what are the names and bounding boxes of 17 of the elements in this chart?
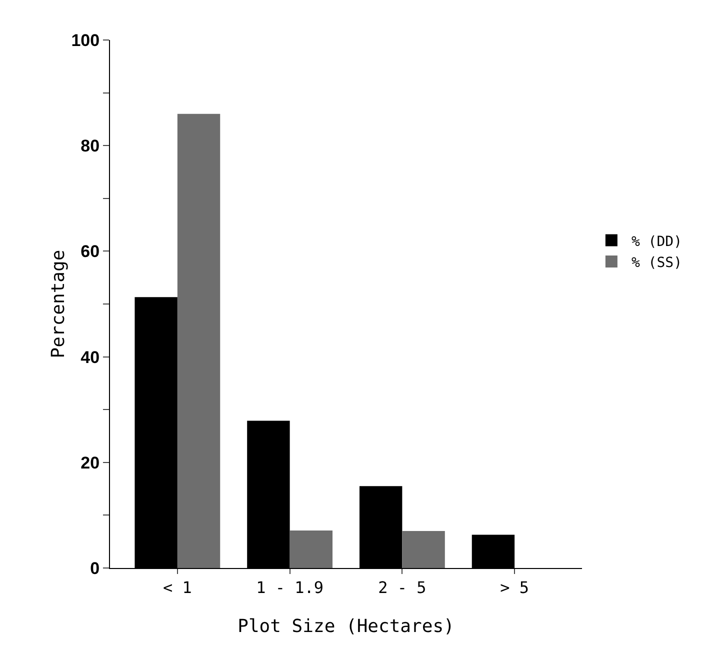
- y-tick-label: 0: [90, 558, 100, 578]
- y-axis-title: Percentage: [48, 250, 69, 358]
- x-tick-label: 2 - 5: [378, 578, 426, 598]
- y-tick-label: 80: [80, 136, 100, 156]
- y-tick-label: 60: [80, 242, 100, 262]
- bar: [402, 531, 445, 568]
- legend-label: % (DD): [631, 234, 682, 250]
- x-axis-title: Plot Size (Hectares): [238, 616, 454, 637]
- y-tick-label: 20: [80, 453, 100, 472]
- x-tick-label: > 5: [500, 578, 530, 598]
- y-tick-label: 40: [80, 348, 100, 367]
- y-tick-label: 100: [71, 30, 100, 50]
- legend-label: % (SS): [631, 254, 682, 271]
- x-tick-label: < 1: [162, 578, 192, 598]
- bar: [290, 530, 333, 568]
- x-tick-label: 1 - 1.9: [256, 578, 324, 598]
- bar: [177, 114, 220, 568]
